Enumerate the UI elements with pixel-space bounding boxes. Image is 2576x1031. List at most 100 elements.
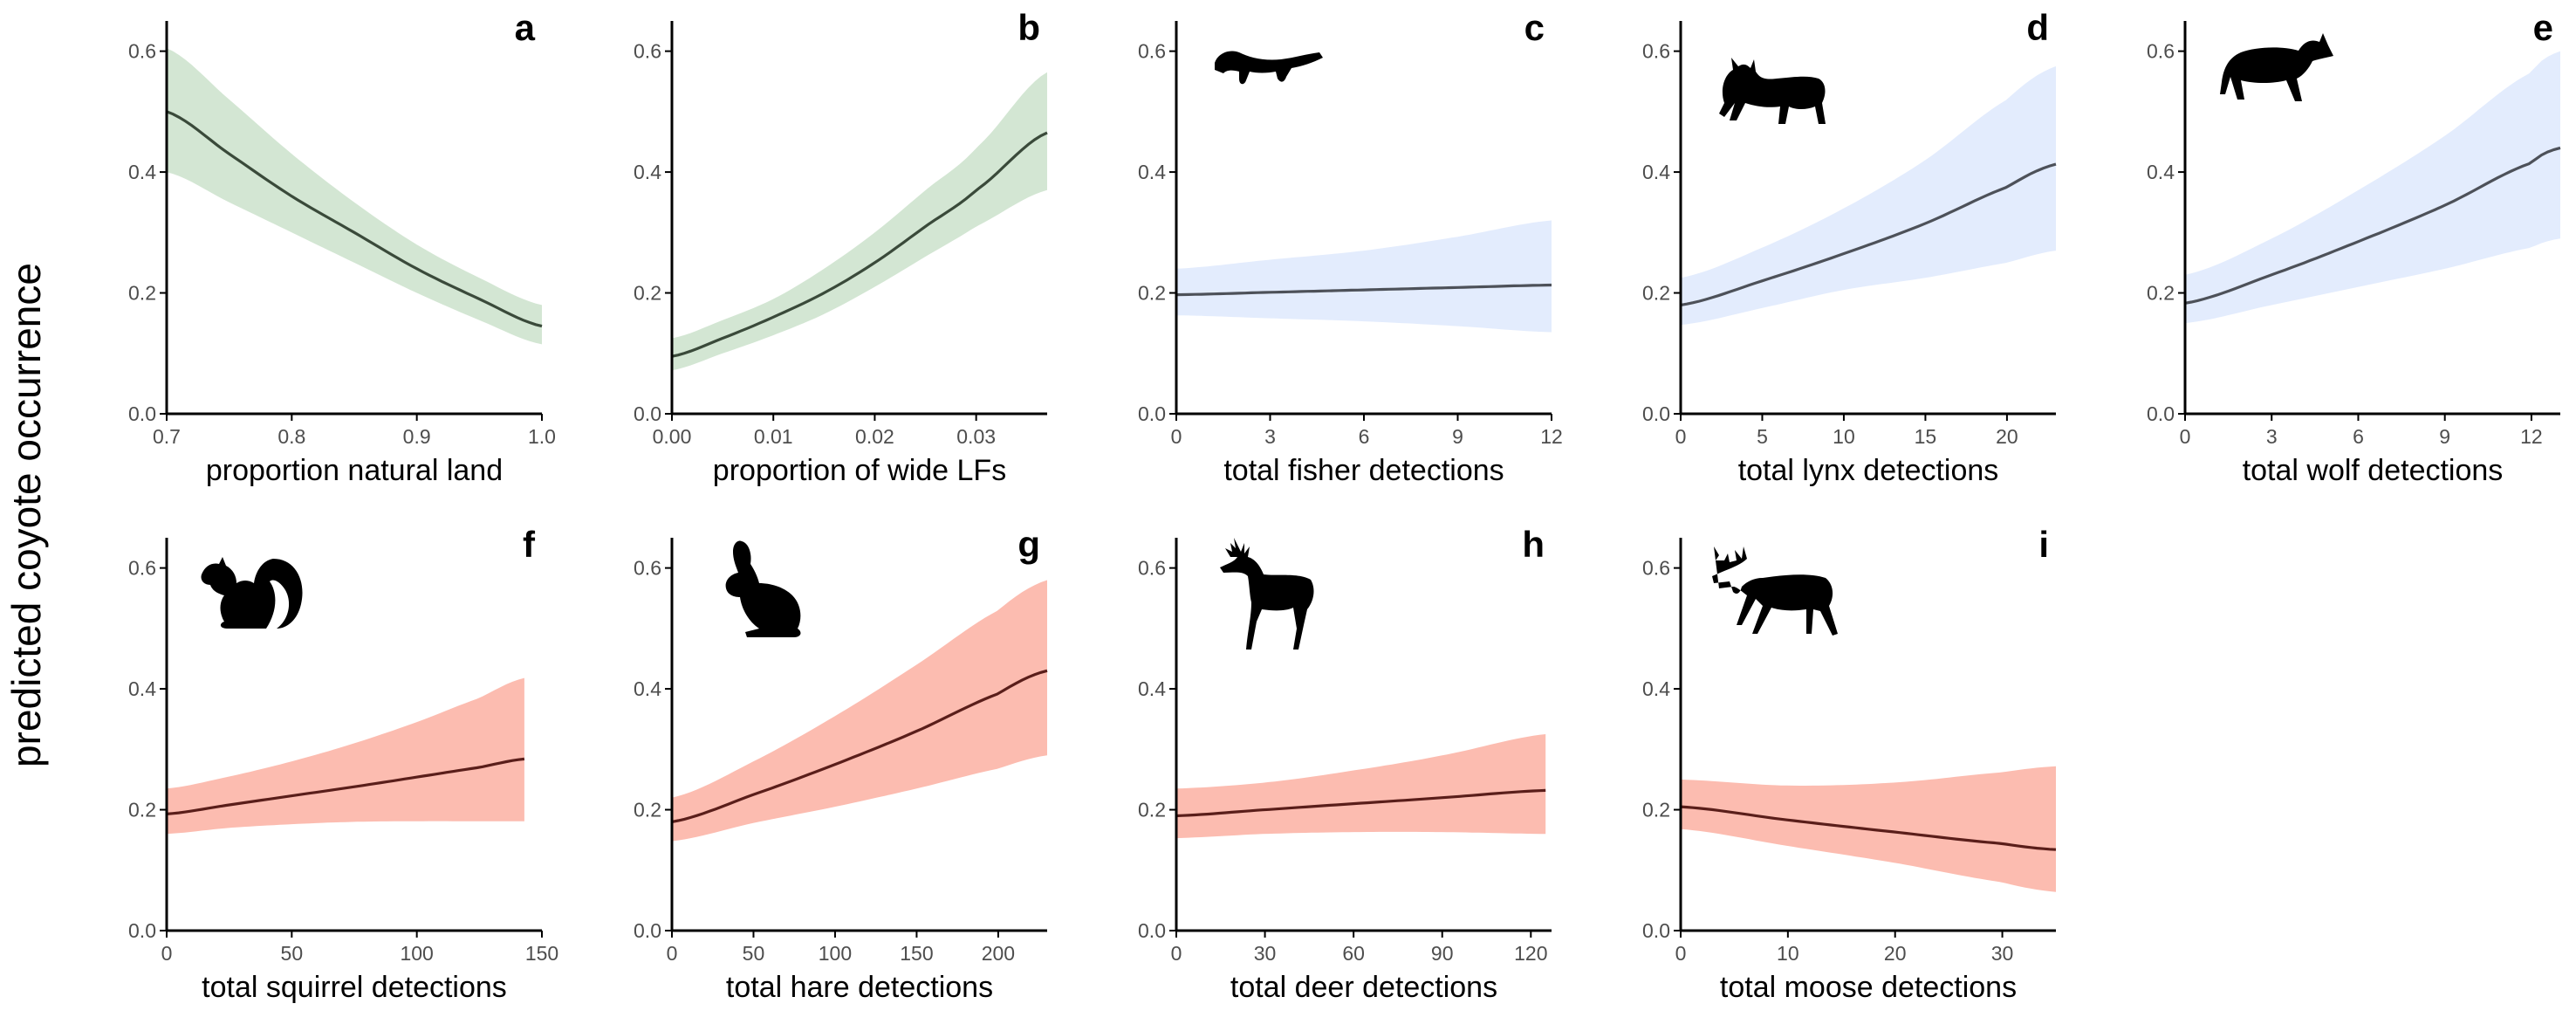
y-tick-label-c: 0.6 <box>1138 40 1166 63</box>
x-tick-label-i: 0 <box>1675 942 1687 965</box>
x-tick-label-d: 10 <box>1833 425 1855 448</box>
x-tick-label-h: 30 <box>1254 942 1277 965</box>
x-tick-label-d: 5 <box>1757 425 1768 448</box>
confidence-band-h <box>1176 734 1546 839</box>
x-tick-label-a: 0.9 <box>403 425 431 448</box>
fit-line-c <box>1175 283 1552 297</box>
y-tick-label-d: 0.0 <box>1642 402 1670 425</box>
y-tick-label-f: 0.4 <box>128 677 156 700</box>
y-tick-label-i: 0.0 <box>1642 919 1670 942</box>
panel-letter-c: c <box>1524 7 1545 48</box>
y-tick-label-b: 0.6 <box>634 40 661 63</box>
fit-line-i <box>1680 805 2057 851</box>
y-axis-title: predicted coyote occurrence <box>3 263 49 767</box>
y-tick-label-c: 0.4 <box>1138 161 1166 183</box>
confidence-band-e <box>2185 51 2560 324</box>
lynx-icon <box>1719 58 1826 124</box>
x-tick-label-h: 0 <box>1171 942 1182 965</box>
y-tick-label-d: 0.6 <box>1642 40 1670 63</box>
x-tick-label-c: 6 <box>1359 425 1370 448</box>
moose-icon <box>1712 546 1838 636</box>
x-tick-label-f: 150 <box>525 942 558 965</box>
panel-d: 0.0 0.2 0.4 0.6 0 5 10 15 20 total lynx detection… <box>1642 7 2057 487</box>
y-tick-label-c: 0.2 <box>1138 282 1166 305</box>
x-tick-label-e: 3 <box>2266 425 2278 448</box>
confidence-band-a <box>167 48 542 345</box>
x-tick-label-i: 10 <box>1777 942 1799 965</box>
x-tick-label-i: 30 <box>1991 942 2014 965</box>
panel-letter-a: a <box>515 7 536 48</box>
y-tick-label-f: 0.6 <box>128 557 156 580</box>
x-tick-label-h: 60 <box>1342 942 1365 965</box>
y-tick-label-e: 0.6 <box>2147 40 2175 63</box>
confidence-band-g <box>672 580 1047 842</box>
panel-i: 0.0 0.2 0.4 0.6 0 10 20 30 total moose detection… <box>1642 524 2057 1004</box>
x-axis-title-c: total fisher detections <box>1223 454 1504 487</box>
x-tick-label-g: 0 <box>667 942 678 965</box>
y-tick-label-e: 0.2 <box>2147 282 2175 305</box>
panel-letter-g: g <box>1017 524 1040 565</box>
x-tick-label-d: 15 <box>1915 425 1937 448</box>
panel-h: 0.0 0.2 0.4 0.6 0 30 60 90 120 total deer detecti… <box>1138 524 1552 1004</box>
y-tick-label-d: 0.2 <box>1642 282 1670 305</box>
x-tick-label-d: 0 <box>1675 425 1687 448</box>
y-tick-label-a: 0.2 <box>128 282 156 305</box>
panel-a: 0.0 0.2 0.4 0.6 0.7 0.8 0.9 1.0 proportion natur… <box>128 7 556 487</box>
fit-line-g <box>671 669 1048 823</box>
x-tick-label-g: 150 <box>900 942 933 965</box>
y-tick-label-h: 0.4 <box>1138 677 1166 700</box>
x-axis-title-f: total squirrel detections <box>202 971 507 1004</box>
x-axis-title-h: total deer detections <box>1230 971 1497 1004</box>
x-tick-label-f: 100 <box>400 942 433 965</box>
panel-letter-f: f <box>523 524 536 565</box>
y-tick-label-b: 0.0 <box>634 402 661 425</box>
y-tick-label-i: 0.2 <box>1642 799 1670 821</box>
panel-f: 0.0 0.2 0.4 0.6 0 50 100 150 total squirrel dete… <box>128 524 558 1004</box>
wolf-icon <box>2220 33 2333 101</box>
y-tick-label-i: 0.6 <box>1642 557 1670 580</box>
deer-icon <box>1220 538 1314 650</box>
y-tick-label-h: 0.2 <box>1138 799 1166 821</box>
x-tick-label-e: 6 <box>2353 425 2364 448</box>
y-tick-label-b: 0.2 <box>634 282 661 305</box>
x-axis-title-i: total moose detections <box>1720 971 2017 1004</box>
confidence-band-c <box>1176 220 1552 333</box>
panel-g: 0.0 0.2 0.4 0.6 0 50 100 150 200 total hare detec… <box>634 524 1048 1004</box>
x-tick-label-h: 90 <box>1431 942 1454 965</box>
y-tick-label-f: 0.2 <box>128 799 156 821</box>
panel-e: 0.0 0.2 0.4 0.6 0 3 6 9 12 total wolf detections e <box>2147 7 2561 487</box>
fit-line-a <box>166 110 543 328</box>
x-tick-label-e: 9 <box>2439 425 2450 448</box>
x-tick-label-d: 20 <box>1996 425 2018 448</box>
y-tick-label-a: 0.0 <box>128 402 156 425</box>
x-tick-label-i: 20 <box>1884 942 1907 965</box>
y-tick-label-e: 0.0 <box>2147 402 2175 425</box>
x-axis-title-e: total wolf detections <box>2243 454 2504 487</box>
y-tick-label-a: 0.6 <box>128 40 156 63</box>
x-tick-label-b: 0.01 <box>754 425 793 448</box>
panel-letter-e: e <box>2533 7 2553 48</box>
x-tick-label-a: 1.0 <box>528 425 556 448</box>
y-tick-label-g: 0.2 <box>634 799 661 821</box>
x-tick-label-f: 50 <box>281 942 304 965</box>
y-tick-label-c: 0.0 <box>1138 402 1166 425</box>
hare-icon <box>725 540 801 637</box>
fit-line-d <box>1680 162 2057 306</box>
y-tick-label-d: 0.4 <box>1642 161 1670 183</box>
confidence-band-f <box>167 677 524 835</box>
y-tick-label-i: 0.4 <box>1642 677 1670 700</box>
squirrel-icon <box>201 557 303 629</box>
y-tick-label-g: 0.0 <box>634 919 661 942</box>
panel-letter-i: i <box>2038 524 2049 565</box>
y-tick-label-g: 0.6 <box>634 557 661 580</box>
x-tick-label-e: 12 <box>2520 425 2543 448</box>
panel-letter-d: d <box>2026 7 2049 48</box>
y-tick-label-e: 0.4 <box>2147 161 2175 183</box>
x-tick-label-g: 200 <box>982 942 1015 965</box>
x-axis-title-b: proportion of wide LFs <box>713 454 1006 487</box>
panels-container: 0.0 0.2 0.4 0.6 0.7 0.8 0.9 1.0 proportion natur… <box>128 7 2561 1004</box>
fisher-icon <box>1215 51 1323 85</box>
x-tick-label-h: 120 <box>1514 942 1547 965</box>
x-axis-title-d: total lynx detections <box>1738 454 1999 487</box>
x-tick-label-b: 0.03 <box>956 425 996 448</box>
